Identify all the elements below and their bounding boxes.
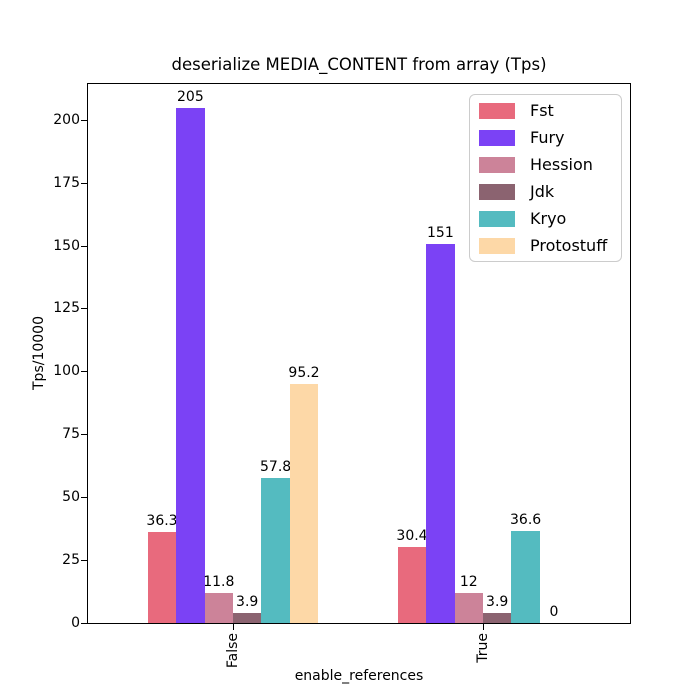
legend: Fst Fury Hession Jdk Kryo Protostuff <box>469 94 622 262</box>
x-axis-tick <box>482 624 484 630</box>
y-tick-label: 175 <box>53 174 80 191</box>
y-tick-label: 0 <box>71 614 80 631</box>
y-tick-label: 125 <box>53 300 80 317</box>
legend-item-hession: Hession <box>470 151 621 178</box>
y-tick-label: 150 <box>53 237 80 254</box>
chart-title: deserialize MEDIA_CONTENT from array (Tp… <box>171 55 547 74</box>
bar-value-label: 151 <box>427 224 454 241</box>
bar-value-label: 36.3 <box>146 512 178 529</box>
legend-label: Fst <box>530 100 554 120</box>
legend-item-fst: Fst <box>470 97 621 124</box>
x-axis-label: enable_references <box>294 668 424 684</box>
bar-value-label: 3.9 <box>236 594 259 611</box>
y-axis-tick <box>81 119 87 121</box>
legend-item-jdk: Jdk <box>470 178 621 205</box>
bar-jdk-false <box>233 613 262 623</box>
x-axis-tick <box>232 624 234 630</box>
bar-value-label: 0 <box>549 604 559 620</box>
y-tick-label: 200 <box>53 111 80 128</box>
bar-value-label: 57.8 <box>260 458 292 475</box>
y-tick-label: 75 <box>62 426 80 443</box>
legend-swatch <box>479 156 515 173</box>
bar-fst-false <box>147 531 177 623</box>
y-axis-tick <box>81 559 87 561</box>
y-axis-tick <box>81 434 87 436</box>
y-axis-tick <box>81 622 87 624</box>
y-axis-tick <box>81 245 87 247</box>
bar-value-label: 205 <box>177 88 204 105</box>
legend-swatch <box>479 129 515 146</box>
y-axis-tick <box>81 308 87 310</box>
y-axis-label: Tps/10000 <box>31 316 47 391</box>
bar-protostuff-false <box>289 383 319 623</box>
plot-area: 36.3 30.4 205 151 11.8 12 3.9 3.9 57.8 36.6 95.2 0 <box>87 83 631 624</box>
legend-swatch <box>479 237 515 254</box>
bar-hession-true <box>454 592 483 623</box>
y-axis-tick <box>81 496 87 498</box>
y-axis-tick <box>81 182 87 184</box>
legend-label: Protostuff <box>530 235 608 255</box>
x-tick-label-false: False <box>225 633 241 669</box>
bar-value-label: 95.2 <box>288 364 320 381</box>
bar-fst-true <box>397 546 427 623</box>
legend-label: Jdk <box>530 181 555 201</box>
legend-item-fury: Fury <box>470 124 621 151</box>
bar-jdk-true <box>483 613 512 623</box>
legend-swatch <box>479 210 515 227</box>
bar-kryo-false <box>261 477 290 623</box>
legend-label: Kryo <box>530 208 567 228</box>
x-tick-label-true: True <box>475 633 491 663</box>
legend-label: Fury <box>530 127 565 147</box>
legend-swatch <box>479 183 515 200</box>
legend-swatch <box>479 102 515 119</box>
bar-value-label: 30.4 <box>396 527 428 544</box>
y-tick-label: 25 <box>62 551 80 568</box>
bar-value-label: 36.6 <box>510 512 542 529</box>
y-tick-label: 50 <box>62 488 80 505</box>
bar-value-label: 11.8 <box>203 574 235 591</box>
bar-value-label: 12 <box>459 573 478 590</box>
legend-item-protostuff: Protostuff <box>470 232 621 259</box>
bar-fury-false <box>176 107 205 623</box>
bar-fury-true <box>426 243 455 623</box>
legend-item-kryo: Kryo <box>470 205 621 232</box>
y-axis-tick <box>81 371 87 373</box>
bar-hession-false <box>204 593 233 623</box>
legend-label: Hession <box>530 154 593 174</box>
bar-kryo-true <box>511 531 540 623</box>
y-tick-label: 100 <box>53 363 80 380</box>
bar-value-label: 3.9 <box>486 594 509 611</box>
